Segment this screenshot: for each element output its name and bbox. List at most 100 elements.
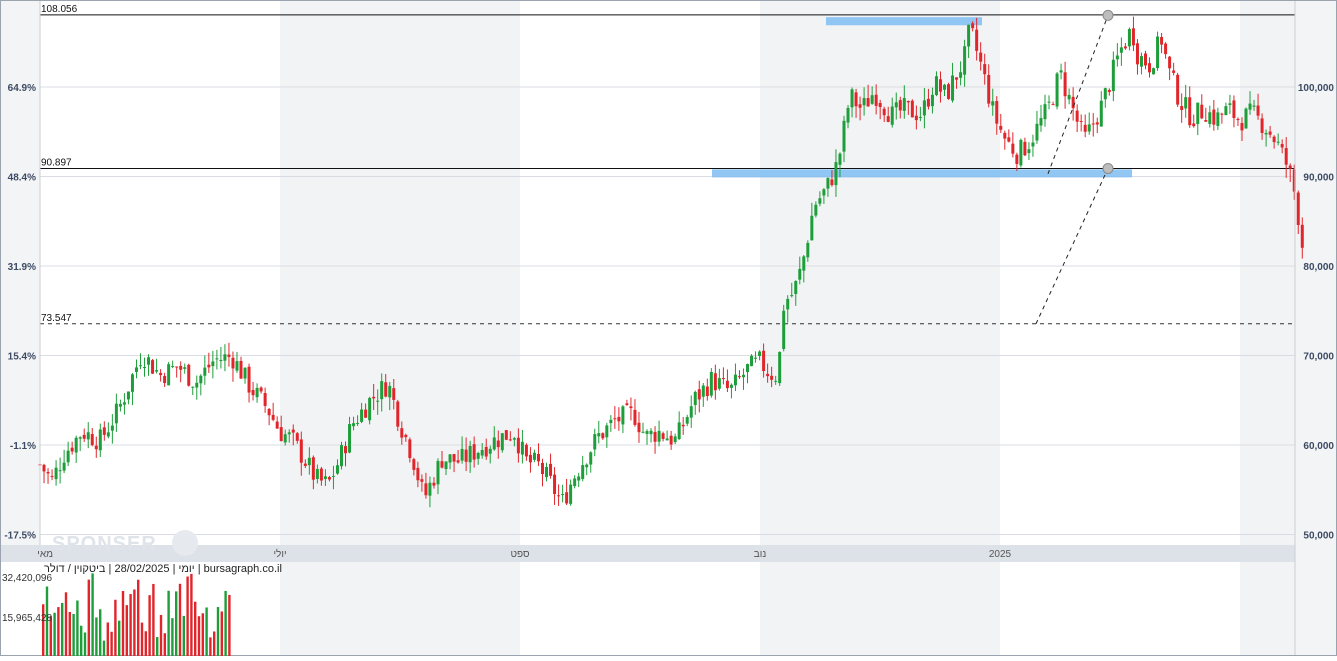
- candle: [344, 441, 348, 467]
- candle: [532, 449, 536, 463]
- candle-body: [1019, 139, 1023, 166]
- candle: [98, 423, 102, 457]
- candle-body: [207, 364, 211, 368]
- left-axis-tick-label: 15.4%: [8, 352, 36, 363]
- candle-body: [500, 433, 504, 451]
- candle-body: [822, 189, 826, 196]
- volume-bar: [42, 604, 45, 656]
- candle-body: [472, 444, 476, 460]
- candle-body: [1264, 132, 1268, 135]
- candle: [1224, 102, 1228, 116]
- candle: [1063, 61, 1067, 109]
- volume-bar: [152, 583, 155, 656]
- candle: [392, 379, 396, 410]
- candle-body: [384, 382, 388, 397]
- candle-body: [187, 364, 191, 386]
- volume-bar: [178, 583, 182, 656]
- candle-body: [388, 385, 392, 398]
- candle-body: [565, 492, 569, 504]
- candle: [1075, 104, 1079, 133]
- candle: [842, 115, 846, 163]
- candle: [975, 17, 979, 61]
- candle-body: [147, 357, 151, 365]
- candle: [424, 472, 428, 499]
- candle: [195, 375, 199, 400]
- candle-body: [665, 438, 669, 441]
- candle-body: [721, 378, 725, 380]
- candle: [890, 97, 894, 128]
- candle-body: [1051, 104, 1055, 106]
- candle-body: [1172, 70, 1176, 73]
- candle-body: [898, 100, 902, 111]
- candle: [360, 402, 364, 424]
- candle-body: [50, 476, 54, 478]
- candle-body: [1156, 36, 1160, 69]
- candle-body: [1284, 148, 1288, 165]
- candle: [633, 399, 637, 427]
- candle: [854, 88, 858, 118]
- candle: [520, 429, 524, 464]
- candle-body: [295, 433, 299, 441]
- candle: [959, 61, 963, 86]
- candle-body: [975, 29, 979, 51]
- candle: [737, 370, 741, 379]
- candle: [448, 454, 452, 470]
- level-label: 73.547: [41, 313, 72, 324]
- candle: [629, 397, 633, 421]
- date-axis-label: יולי: [273, 548, 286, 560]
- candle: [251, 381, 255, 401]
- candle: [440, 451, 444, 469]
- candle-body: [1107, 89, 1111, 93]
- candle-body: [557, 495, 561, 497]
- candle: [677, 411, 681, 440]
- left-axis-tick-label: -1.1%: [10, 441, 36, 452]
- candle: [54, 460, 58, 486]
- candle-body: [541, 462, 544, 475]
- candle: [870, 86, 874, 105]
- candle: [151, 359, 155, 374]
- candle: [858, 96, 862, 121]
- candle: [1188, 86, 1192, 128]
- candle-body: [331, 475, 335, 477]
- candle-body: [1039, 118, 1043, 126]
- candle: [259, 386, 263, 394]
- candle: [645, 429, 649, 445]
- candle-body: [1131, 28, 1135, 46]
- right-axis-background: [1295, 0, 1337, 656]
- candle: [1156, 31, 1160, 71]
- candle: [58, 457, 62, 484]
- volume-bar: [129, 594, 132, 656]
- candle-body: [239, 360, 243, 379]
- level-label: 90.897: [41, 157, 72, 168]
- candle: [750, 354, 754, 367]
- candle: [110, 414, 114, 444]
- candle-body: [914, 115, 918, 121]
- candle: [1236, 117, 1240, 127]
- candle: [1131, 16, 1135, 52]
- candle: [428, 476, 432, 508]
- candle: [673, 433, 677, 445]
- volume-bar: [99, 609, 102, 656]
- candle: [943, 83, 946, 97]
- candles: [38, 16, 1304, 508]
- candle: [746, 363, 750, 384]
- candle: [818, 191, 822, 207]
- candle: [983, 53, 987, 85]
- candle: [219, 346, 223, 369]
- volume-bar: [182, 615, 185, 656]
- candle-body: [163, 375, 167, 384]
- candle-body: [1208, 112, 1212, 124]
- volume-bar: [163, 633, 166, 656]
- candle-body: [416, 467, 420, 481]
- candle-body: [733, 374, 737, 386]
- candle-body: [609, 419, 613, 424]
- candle-body: [404, 434, 408, 438]
- candle: [846, 104, 850, 129]
- candle-body: [364, 409, 368, 418]
- candle: [926, 88, 930, 110]
- candle-body: [1240, 123, 1244, 131]
- candle: [70, 441, 74, 455]
- candle: [565, 478, 569, 506]
- candle-body: [396, 401, 400, 427]
- candle-body: [926, 98, 930, 107]
